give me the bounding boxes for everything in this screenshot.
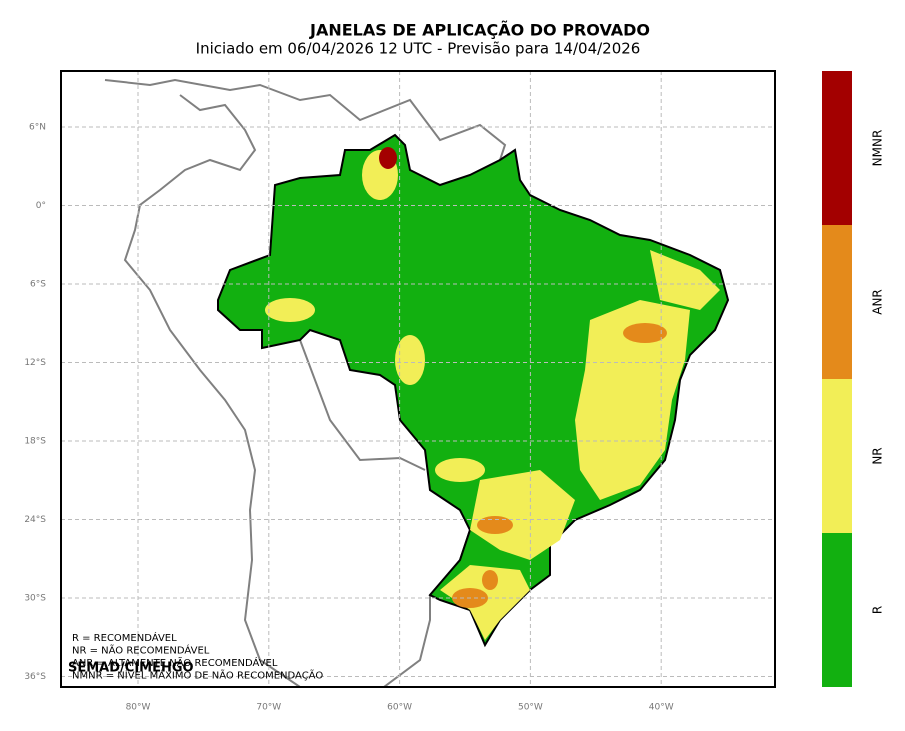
- lat-label: 30°S: [24, 594, 46, 604]
- colorbar-label: NR: [871, 447, 885, 464]
- note: NMNR = NÍVEL MÁXIMO DE NÃO RECOMENDAÇÃO: [72, 669, 323, 682]
- lat-label: 6°S: [30, 280, 46, 290]
- lon-label: 60°W: [387, 703, 412, 713]
- colorbar-segment: [822, 71, 852, 225]
- brazil: [217, 133, 730, 648]
- colorbar: NMNR ANR NR R: [822, 71, 885, 687]
- colorbar-segment: [822, 533, 852, 687]
- axis-labels: 6°N 0° 6°S 12°S 18°S 24°S 30°S 36°S 80°W 70°W 60°W…: [24, 123, 673, 713]
- note: NR = NÃO RECOMENDÁVEL: [72, 644, 210, 657]
- map-frame: [60, 70, 776, 688]
- nr-areas: [265, 150, 720, 640]
- lat-label: 6°N: [29, 123, 46, 133]
- lon-label: 50°W: [518, 703, 543, 713]
- lat-label: 12°S: [24, 358, 46, 368]
- colorbar-segment: [822, 225, 852, 379]
- colorbar-label: NMNR: [871, 130, 885, 167]
- colorbar-label: R: [871, 606, 885, 614]
- colorbar-segment: [822, 379, 852, 533]
- lon-label: 80°W: [126, 703, 151, 713]
- lon-label: 70°W: [256, 703, 281, 713]
- colorbar-label: ANR: [871, 289, 885, 315]
- lat-label: 0°: [36, 201, 46, 211]
- lat-label: 18°S: [24, 437, 46, 447]
- anr-areas: [452, 323, 667, 608]
- note: ANR = ALTAMENTE NÃO RECOMENDÁVEL: [72, 656, 278, 669]
- continent-outline: [104, 78, 507, 687]
- map-area: [61, 71, 775, 687]
- subtitle: Iniciado em 06/04/2026 12 UTC - Previsão…: [196, 40, 641, 58]
- note: R = RECOMENDÁVEL: [72, 631, 177, 644]
- lon-label: 40°W: [649, 703, 674, 713]
- credit: SEMAD/CIMEHGO: [68, 661, 194, 676]
- title: JANELAS DE APLICAÇÃO DO PROVADO: [309, 21, 650, 40]
- nmnr-area: [379, 147, 397, 169]
- lat-label: 36°S: [24, 672, 46, 682]
- lat-label: 24°S: [24, 515, 46, 525]
- grid: [61, 71, 775, 687]
